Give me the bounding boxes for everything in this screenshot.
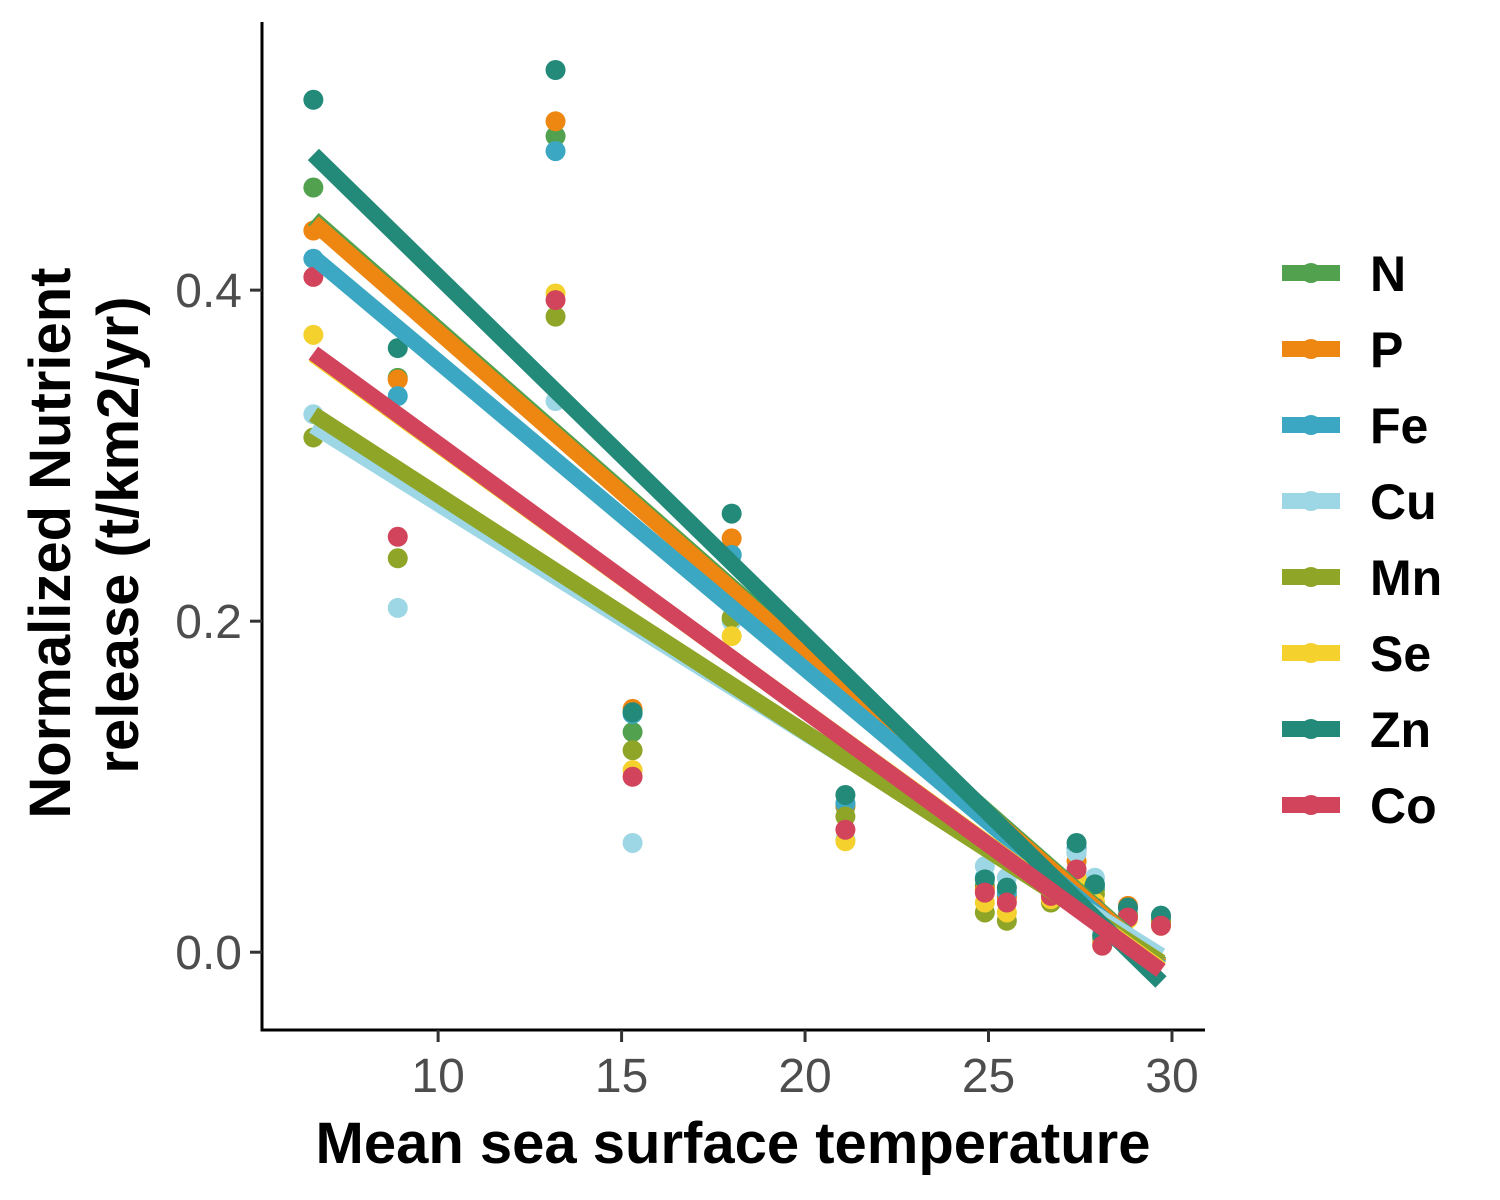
legend-item-cu: Cu bbox=[1282, 474, 1437, 530]
legend-item-se: Se bbox=[1282, 626, 1431, 682]
data-point-zn bbox=[721, 503, 742, 524]
legend-label: Zn bbox=[1370, 702, 1431, 758]
data-point-zn bbox=[622, 702, 643, 723]
y-tick-label: 0.2 bbox=[175, 596, 242, 649]
data-point-co bbox=[835, 819, 856, 840]
fit-line-co bbox=[308, 346, 1166, 977]
legend-item-co: Co bbox=[1282, 778, 1437, 834]
legend-key-point bbox=[1301, 719, 1321, 739]
x-tick-label: 30 bbox=[1145, 1050, 1198, 1103]
legend-key-point bbox=[1301, 339, 1321, 359]
data-point-zn bbox=[303, 89, 324, 110]
data-point-co bbox=[545, 290, 566, 311]
data-point-n bbox=[622, 722, 643, 743]
fit-line-zn bbox=[307, 148, 1167, 988]
legend-key-point bbox=[1301, 643, 1321, 663]
data-point-co bbox=[1066, 859, 1087, 880]
legend-key-point bbox=[1301, 567, 1321, 587]
x-tick-label: 25 bbox=[962, 1050, 1015, 1103]
data-point-mn bbox=[387, 548, 408, 569]
x-tick-label: 20 bbox=[778, 1050, 831, 1103]
data-point-mn bbox=[622, 740, 643, 761]
data-point-co bbox=[1150, 915, 1171, 936]
y-tick-label: 0.4 bbox=[175, 265, 242, 318]
legend-label: Mn bbox=[1370, 550, 1442, 606]
data-point-p bbox=[387, 369, 408, 390]
y-axis-title-line-2: release (t/km2/yr) bbox=[86, 296, 151, 773]
data-point-co bbox=[387, 526, 408, 547]
data-point-se bbox=[303, 324, 324, 345]
data-point-co bbox=[303, 266, 324, 287]
data-point-zn bbox=[835, 784, 856, 805]
data-point-n bbox=[303, 177, 324, 198]
fit-lines bbox=[307, 148, 1167, 988]
legend-label: Se bbox=[1370, 626, 1431, 682]
x-axis-ticks: 10 15 20 25 30 bbox=[411, 1030, 1199, 1103]
y-axis-title: Normalized Nutrient release (t/km2/yr) bbox=[18, 251, 151, 818]
legend-key-point bbox=[1301, 263, 1321, 283]
data-point-zn bbox=[387, 338, 408, 359]
data-point-n bbox=[545, 126, 566, 147]
x-tick-label: 10 bbox=[411, 1050, 464, 1103]
legend-label: Cu bbox=[1370, 474, 1437, 530]
legend-item-zn: Zn bbox=[1282, 702, 1431, 758]
data-point-cu bbox=[387, 597, 408, 618]
legend-key-point bbox=[1301, 415, 1321, 435]
data-point-zn bbox=[1066, 832, 1087, 853]
legend-item-fe: Fe bbox=[1282, 398, 1428, 454]
legend-key-point bbox=[1301, 491, 1321, 511]
data-point-zn bbox=[996, 877, 1017, 898]
data-point-p bbox=[721, 528, 742, 549]
x-axis-title: Mean sea surface temperature bbox=[316, 1111, 1151, 1176]
data-point-co bbox=[974, 882, 995, 903]
data-point-mn bbox=[545, 306, 566, 327]
legend-label: P bbox=[1370, 322, 1403, 378]
data-point-zn bbox=[1084, 874, 1105, 895]
legend: NP Fe Cu Mn Se Zn Co bbox=[1282, 246, 1442, 834]
y-tick-label: 0.0 bbox=[175, 927, 242, 980]
data-point-p bbox=[545, 111, 566, 132]
legend-item-mn: Mn bbox=[1282, 550, 1442, 606]
data-point-co bbox=[996, 892, 1017, 913]
x-tick-label: 15 bbox=[595, 1050, 648, 1103]
legend-key-point bbox=[1301, 795, 1321, 815]
data-point-cu bbox=[622, 832, 643, 853]
y-axis-ticks: 0.0 0.2 0.4 bbox=[175, 265, 262, 980]
data-point-se bbox=[721, 626, 742, 647]
legend-label: Co bbox=[1370, 778, 1437, 834]
legend-item-p: P bbox=[1282, 322, 1403, 378]
legend-label: Fe bbox=[1370, 398, 1428, 454]
y-axis-title-line-1: Normalized Nutrient bbox=[18, 268, 83, 819]
data-point-co bbox=[622, 766, 643, 787]
legend-label: N bbox=[1370, 246, 1406, 302]
data-point-zn bbox=[545, 60, 566, 80]
legend-item-n: N bbox=[1282, 246, 1406, 302]
data-point-fe bbox=[545, 141, 566, 162]
